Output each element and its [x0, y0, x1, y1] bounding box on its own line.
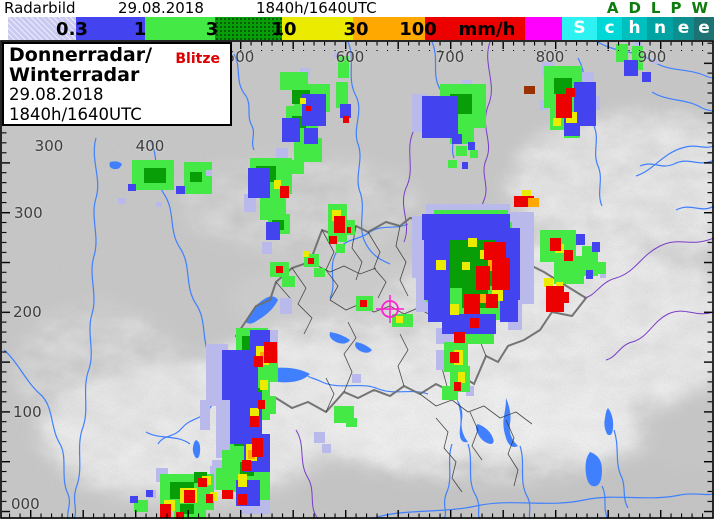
scale-segment-1	[76, 17, 145, 40]
precip-cell-ne-storm	[540, 62, 600, 138]
y-axis-label-000: 000	[11, 495, 40, 513]
scale-unit-label: mm/h	[458, 19, 516, 40]
scale-segment-red	[425, 17, 525, 40]
scale-segment-30	[282, 17, 353, 40]
scale-label-3: 3	[205, 19, 219, 40]
x-axis-label-800: 800	[535, 48, 565, 66]
precip-cell-east-storm	[412, 204, 534, 400]
scale-segment-magenta	[525, 17, 562, 40]
product-title: Radarbild	[4, 0, 76, 17]
scale-segment-3	[145, 17, 215, 40]
info-time: 1840h/1640UTC	[9, 105, 142, 124]
info-date: 29.08.2018	[9, 85, 104, 104]
scale-label-30: 30	[343, 19, 369, 40]
snow-segment-n: n	[647, 17, 673, 40]
header-date: 29.08.2018	[118, 0, 204, 17]
canton-borders	[275, 221, 533, 493]
station-letter-l: L	[650, 0, 661, 17]
y-axis-label-200: 200	[13, 303, 42, 321]
station-letter-a: A	[606, 0, 619, 17]
station-letter-p: P	[670, 0, 682, 17]
map-frame	[0, 40, 714, 519]
precip-cell-graubuenden	[514, 190, 606, 312]
lightning-label: Blitze	[175, 51, 220, 67]
scale-segment-0.3	[8, 17, 76, 40]
snow-segment-e1: e	[673, 17, 694, 40]
header-time: 1840h/1640UTC	[256, 0, 377, 17]
info-title-line2: Winterradar	[9, 64, 140, 86]
radar-site-marker	[376, 295, 404, 323]
info-title-line1: Donnerradar/	[9, 44, 153, 66]
snow-segment-s: S	[562, 17, 597, 40]
tick-marks	[2, 42, 712, 518]
station-letter-d: D	[628, 0, 641, 17]
scale-label-100: 100	[399, 19, 437, 40]
scale-label-10: 10	[271, 19, 297, 40]
color-scale: 0.3 1 3 10 30 100 mm/h S c h n e e	[0, 17, 714, 40]
x-axis-label-600: 600	[335, 48, 365, 66]
radar-map: 500 600 700 800 900 300 400 300 200 100 …	[0, 40, 714, 519]
y-axis-label-300: 300	[14, 204, 43, 222]
y-axis-label-100: 100	[13, 403, 42, 421]
radar-station-letters: A D L P W	[607, 0, 708, 17]
info-box: Donnerradar/ Winterradar 29.08.2018 1840…	[2, 42, 232, 126]
x-axis-label-500: 500	[225, 48, 255, 66]
x-axis-label-400: 400	[135, 137, 165, 155]
x-axis-label-900: 900	[637, 48, 667, 66]
precip-cell-north-center	[412, 80, 486, 169]
snow-segment-h: h	[622, 17, 647, 40]
scale-label-03: 0.3	[56, 19, 88, 40]
precip-cell-west	[118, 160, 212, 207]
header-bar: Radarbild 29.08.2018 1840h/1640UTC A D L…	[0, 0, 714, 17]
x-axis-label-300: 300	[34, 137, 64, 155]
scale-segment-100	[353, 17, 425, 40]
snow-segment-e2: e	[694, 17, 714, 40]
precipitation-layer	[118, 42, 658, 519]
precip-cell-central	[270, 204, 413, 327]
scale-label-1: 1	[133, 19, 147, 40]
station-letter-w: W	[691, 0, 708, 17]
x-axis-label-700: 700	[435, 48, 465, 66]
snow-segment-c: c	[597, 17, 622, 40]
scale-segment-10	[215, 17, 282, 40]
